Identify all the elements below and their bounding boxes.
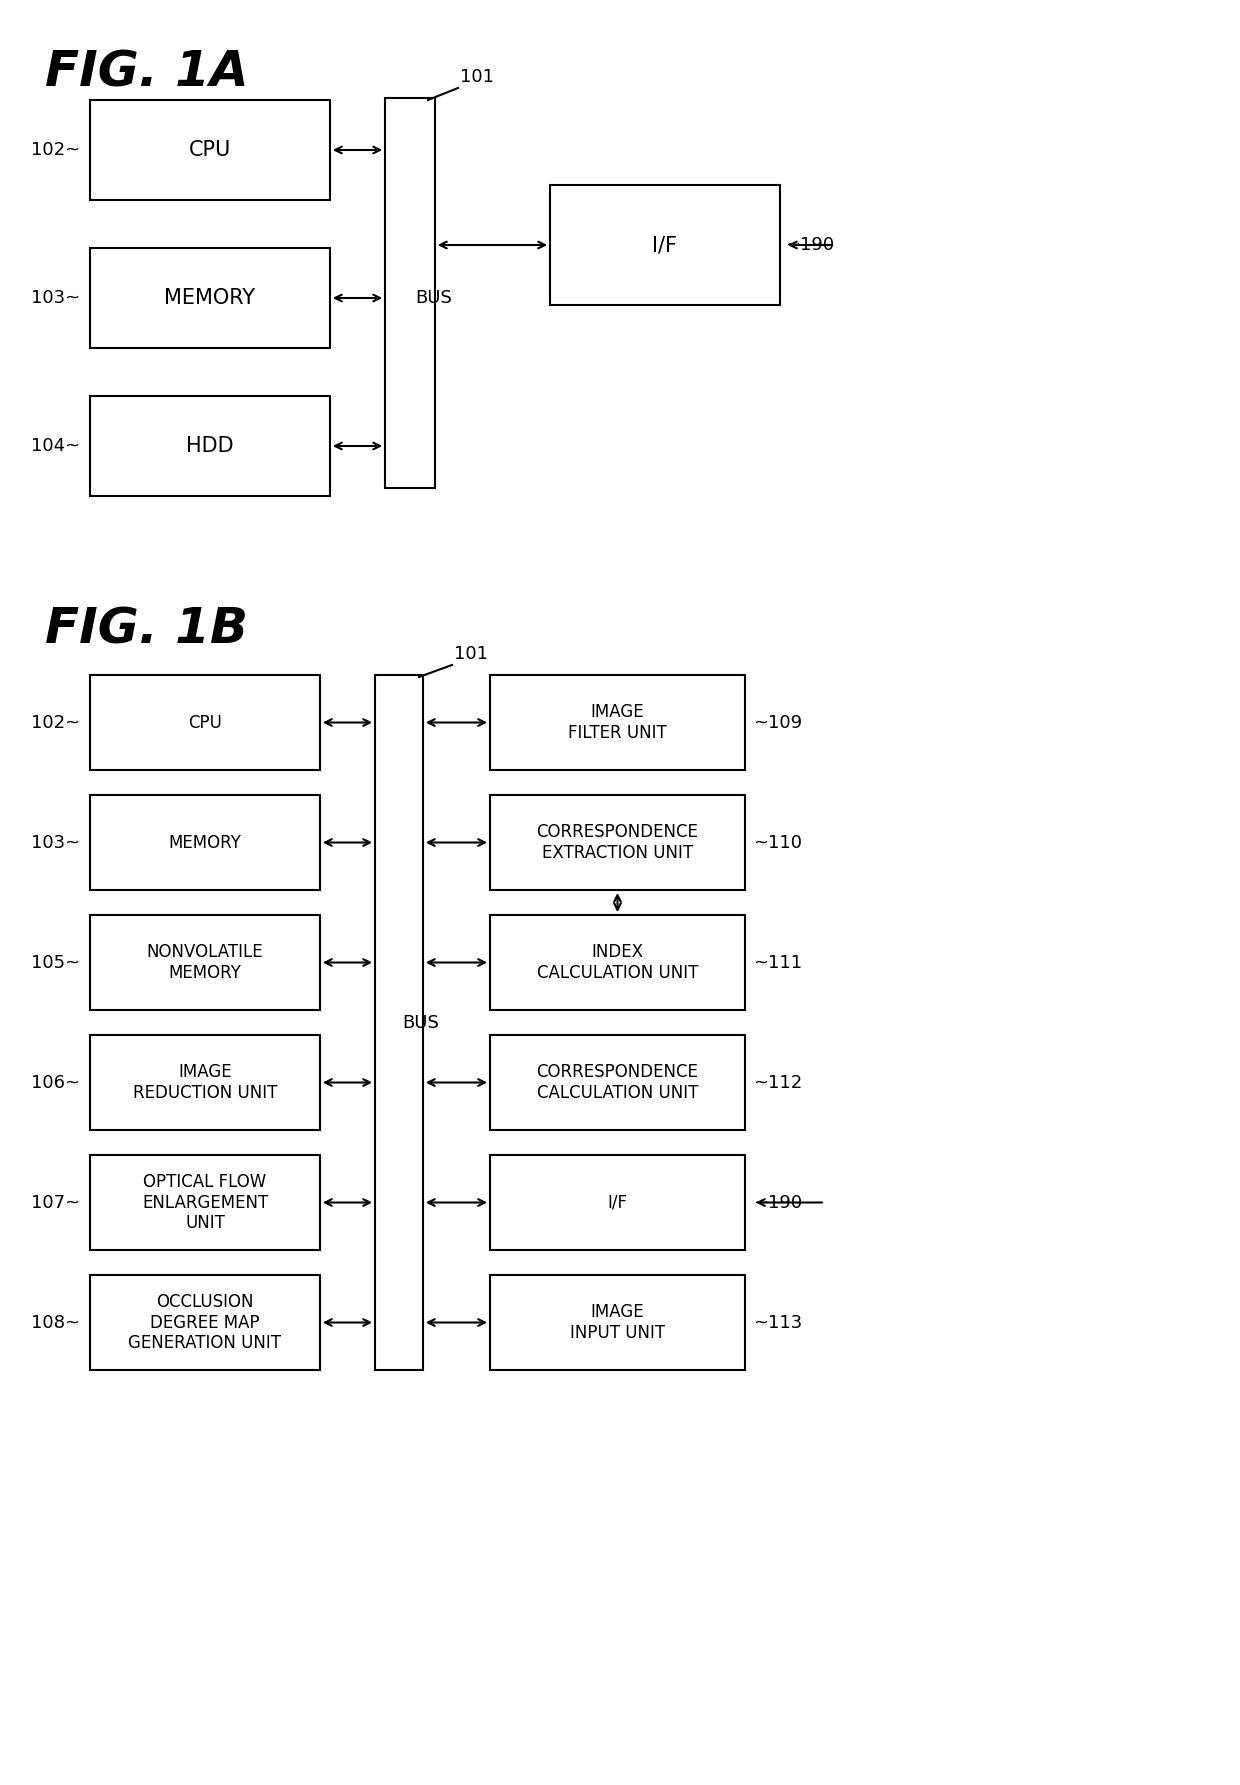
Text: 103~: 103~	[31, 289, 81, 307]
FancyBboxPatch shape	[91, 100, 330, 200]
Text: 102~: 102~	[31, 141, 81, 159]
FancyBboxPatch shape	[490, 1274, 745, 1371]
FancyBboxPatch shape	[490, 675, 745, 769]
Text: ~111: ~111	[753, 953, 802, 971]
Text: ~110: ~110	[753, 834, 802, 851]
Text: IMAGE
FILTER UNIT: IMAGE FILTER UNIT	[568, 703, 667, 743]
FancyBboxPatch shape	[91, 794, 320, 891]
Text: BUS: BUS	[415, 289, 451, 307]
FancyBboxPatch shape	[91, 396, 330, 496]
FancyBboxPatch shape	[490, 1035, 745, 1130]
Text: 107~: 107~	[31, 1194, 81, 1212]
Text: FIG. 1A: FIG. 1A	[45, 48, 249, 96]
Text: ~190: ~190	[785, 236, 835, 253]
Text: MEMORY: MEMORY	[165, 287, 255, 309]
FancyBboxPatch shape	[490, 916, 745, 1010]
Text: I/F: I/F	[652, 236, 677, 255]
FancyBboxPatch shape	[91, 1035, 320, 1130]
Text: 103~: 103~	[31, 834, 81, 851]
Text: 101: 101	[454, 644, 489, 662]
Text: BUS: BUS	[402, 1014, 439, 1032]
FancyBboxPatch shape	[91, 675, 320, 769]
Text: MEMORY: MEMORY	[169, 834, 242, 851]
Text: I/F: I/F	[608, 1194, 627, 1212]
Text: CPU: CPU	[188, 714, 222, 732]
Text: 106~: 106~	[31, 1073, 81, 1091]
Text: ~109: ~109	[753, 714, 802, 732]
Text: 101: 101	[460, 68, 494, 86]
FancyBboxPatch shape	[384, 98, 435, 487]
Text: ~112: ~112	[753, 1073, 802, 1091]
Text: FIG. 1B: FIG. 1B	[45, 605, 248, 653]
Text: OCCLUSION
DEGREE MAP
GENERATION UNIT: OCCLUSION DEGREE MAP GENERATION UNIT	[129, 1292, 281, 1353]
Text: CORRESPONDENCE
EXTRACTION UNIT: CORRESPONDENCE EXTRACTION UNIT	[537, 823, 698, 862]
FancyBboxPatch shape	[374, 675, 423, 1371]
FancyBboxPatch shape	[91, 916, 320, 1010]
Text: 102~: 102~	[31, 714, 81, 732]
FancyBboxPatch shape	[551, 186, 780, 305]
Text: 104~: 104~	[31, 437, 81, 455]
Text: CORRESPONDENCE
CALCULATION UNIT: CORRESPONDENCE CALCULATION UNIT	[537, 1064, 698, 1101]
Text: NONVOLATILE
MEMORY: NONVOLATILE MEMORY	[146, 942, 263, 982]
Text: HDD: HDD	[186, 436, 234, 455]
Text: IMAGE
REDUCTION UNIT: IMAGE REDUCTION UNIT	[133, 1064, 278, 1101]
FancyBboxPatch shape	[490, 794, 745, 891]
FancyBboxPatch shape	[91, 248, 330, 348]
Text: ~190: ~190	[753, 1194, 802, 1212]
FancyBboxPatch shape	[91, 1155, 320, 1249]
Text: 108~: 108~	[31, 1314, 81, 1332]
Text: IMAGE
INPUT UNIT: IMAGE INPUT UNIT	[570, 1303, 665, 1342]
Text: CPU: CPU	[188, 139, 231, 161]
Text: OPTICAL FLOW
ENLARGEMENT
UNIT: OPTICAL FLOW ENLARGEMENT UNIT	[141, 1173, 268, 1232]
FancyBboxPatch shape	[91, 1274, 320, 1371]
Text: INDEX
CALCULATION UNIT: INDEX CALCULATION UNIT	[537, 942, 698, 982]
Text: 105~: 105~	[31, 953, 81, 971]
Text: ~113: ~113	[753, 1314, 802, 1332]
FancyBboxPatch shape	[490, 1155, 745, 1249]
